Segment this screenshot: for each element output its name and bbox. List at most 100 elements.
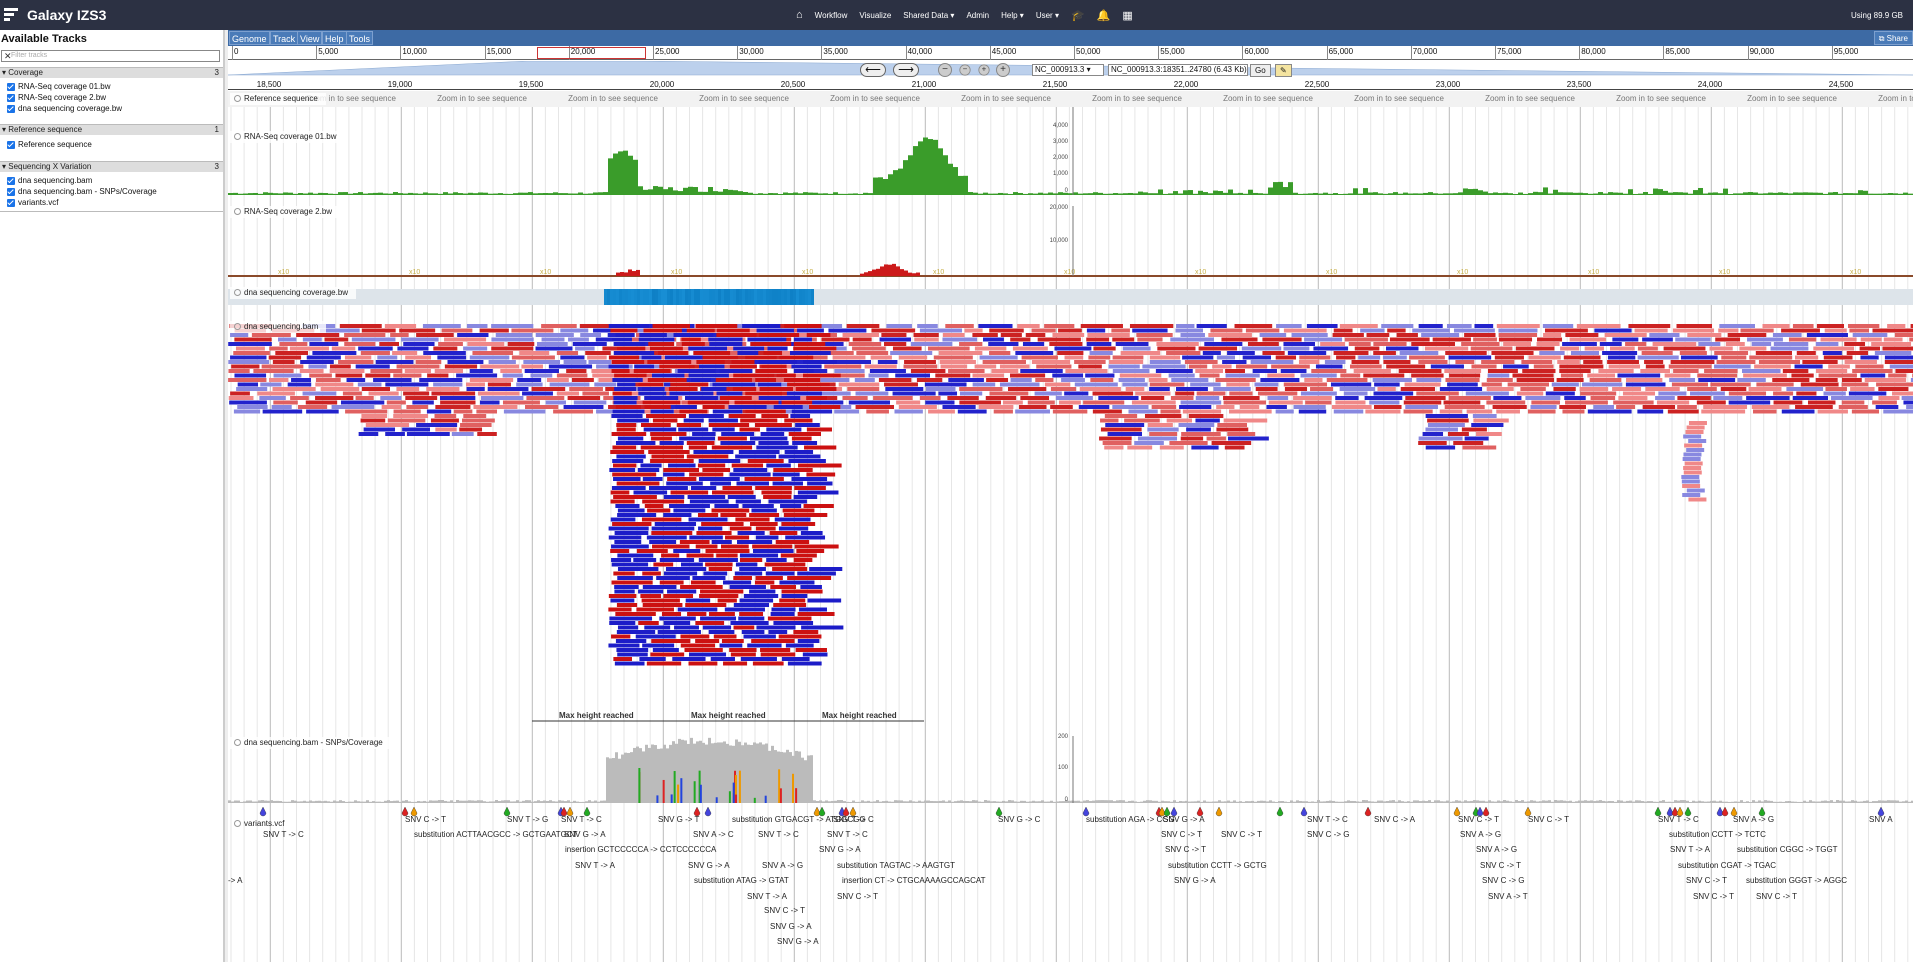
checkbox-icon[interactable] bbox=[7, 83, 15, 91]
nav-user[interactable]: User ▾ bbox=[1035, 10, 1059, 20]
variant-label[interactable]: SNV T -> A bbox=[575, 861, 615, 870]
graduation-cap-icon[interactable]: 🎓 bbox=[1070, 9, 1085, 22]
variant-label[interactable]: SNV C -> T bbox=[1221, 830, 1262, 839]
panel-splitter[interactable] bbox=[224, 30, 228, 962]
variant-label[interactable]: SNV G -> T bbox=[658, 815, 700, 824]
category-reference[interactable]: ▾ Reference sequence 1 bbox=[0, 124, 223, 135]
variant-label[interactable]: SNV T -> C bbox=[833, 815, 874, 824]
menu-view[interactable]: View bbox=[297, 31, 323, 45]
menu-help[interactable]: Help bbox=[322, 31, 347, 45]
variant-label[interactable]: SNV G -> A bbox=[1174, 876, 1216, 885]
variant-label[interactable]: SNV G -> A bbox=[564, 830, 606, 839]
variant-label[interactable]: -> A bbox=[228, 876, 243, 885]
variant-label[interactable]: substitution CGAT -> TGAC bbox=[1678, 861, 1777, 870]
nav-visualize[interactable]: Visualize bbox=[859, 10, 892, 20]
track-label-bam[interactable]: dna sequencing.bam bbox=[230, 321, 327, 333]
reference-select[interactable]: NC_000913.3 ▾ bbox=[1032, 64, 1104, 76]
checkbox-icon[interactable] bbox=[7, 188, 15, 196]
position-ruler[interactable]: 18,500 19,000 19,500 20,000 20,500 21,000 21,5… bbox=[228, 80, 1913, 90]
variant-label[interactable]: SNV A -> G bbox=[1460, 830, 1502, 839]
checkbox-icon[interactable] bbox=[7, 141, 15, 149]
track-label-rnaseq1[interactable]: RNA-Seq coverage 01.bw bbox=[230, 131, 345, 143]
variant-label[interactable]: SNV A -> G bbox=[1476, 845, 1518, 854]
track-filter-input[interactable]: ✕ Filter tracks bbox=[1, 50, 220, 62]
variant-label[interactable]: SNV A -> T bbox=[1488, 892, 1528, 901]
track-item-bam[interactable]: dna sequencing.bam bbox=[7, 176, 92, 186]
zoom-in-big-icon[interactable]: + bbox=[996, 63, 1010, 77]
track-item-rnaseq1[interactable]: RNA-Seq coverage 01.bw bbox=[7, 82, 111, 92]
clear-filter-icon[interactable]: ✕ bbox=[4, 51, 12, 61]
variant-label[interactable]: SNV G -> A bbox=[777, 937, 819, 946]
variant-label[interactable]: SNV T -> C bbox=[1307, 815, 1348, 824]
variant-label[interactable]: SNV C -> A bbox=[1374, 815, 1416, 824]
nav-workflow[interactable]: Workflow bbox=[814, 10, 848, 20]
variant-label[interactable]: substitution CCTT -> GCTG bbox=[1168, 861, 1267, 870]
track-item-snpcov[interactable]: dna sequencing.bam - SNPs/Coverage bbox=[7, 187, 157, 197]
variant-label[interactable]: SNV T -> C bbox=[263, 830, 304, 839]
variant-label[interactable]: SNV T -> A bbox=[1670, 845, 1710, 854]
highlight-icon[interactable]: ✎ bbox=[1275, 64, 1292, 77]
variant-label[interactable]: SNV A -> G bbox=[1733, 815, 1775, 824]
variant-label[interactable]: SNV A -> G bbox=[762, 861, 804, 870]
variant-label[interactable]: SNV C -> T bbox=[405, 815, 446, 824]
overview-scale[interactable]: 0 5,000 10,000 15,000 20,000 25,000 30,000 35,0… bbox=[228, 46, 1913, 60]
variant-label[interactable]: SNV T -> G bbox=[507, 815, 549, 824]
variant-label[interactable]: SNV C -> T bbox=[1686, 876, 1727, 885]
quota-usage[interactable]: Using 89.9 GB bbox=[1850, 11, 1903, 20]
variant-label[interactable]: substitution GGGT -> AGGC bbox=[1746, 876, 1847, 885]
category-sequencing[interactable]: ▾ Sequencing X Variation 3 bbox=[0, 161, 223, 172]
location-input[interactable]: NC_000913.3:18351..24780 (6.43 Kb) bbox=[1108, 64, 1248, 76]
variant-label[interactable]: SNV C -> T bbox=[764, 906, 805, 915]
variant-label[interactable]: insertion CT -> CTGCAAAAGCCAGCAT bbox=[842, 876, 986, 885]
overview-selection[interactable] bbox=[537, 47, 646, 59]
variant-label[interactable]: SNV T -> C bbox=[561, 815, 602, 824]
zoom-out-big-icon[interactable]: − bbox=[938, 63, 952, 77]
variant-label[interactable]: SNV C -> T bbox=[837, 892, 878, 901]
tracks-container[interactable]: x10x10x10x10x10x10x10x10x10x10x10x10x10x… bbox=[228, 91, 1913, 962]
variant-label[interactable]: SNV C -> G bbox=[1307, 830, 1350, 839]
variant-label[interactable]: SNV G -> A bbox=[819, 845, 861, 854]
menu-genome[interactable]: Genome bbox=[229, 31, 270, 45]
menu-tools[interactable]: Tools bbox=[346, 31, 374, 45]
variant-label[interactable]: SNV C -> T bbox=[1161, 830, 1202, 839]
track-label-reference[interactable]: Reference sequence bbox=[230, 93, 326, 105]
variant-label[interactable]: SNV C -> T bbox=[1528, 815, 1569, 824]
variant-label[interactable]: SNV G -> A bbox=[770, 922, 812, 931]
checkbox-icon[interactable] bbox=[7, 199, 15, 207]
share-button[interactable]: ⧉ Share bbox=[1873, 31, 1913, 45]
variant-label[interactable]: substitution CCTT -> TCTC bbox=[1669, 830, 1766, 839]
checkbox-icon[interactable] bbox=[7, 94, 15, 102]
pan-left-button[interactable]: ⟵ bbox=[860, 63, 886, 77]
variant-label[interactable]: substitution TAGTAC -> AAGTGT bbox=[837, 861, 956, 870]
track-label-rnaseq2[interactable]: RNA-Seq coverage 2.bw bbox=[230, 206, 341, 218]
variant-label[interactable]: SNV G -> A bbox=[1163, 815, 1205, 824]
variant-label[interactable]: substitution ACTTAACGCC -> GCTGAATGCT bbox=[414, 830, 578, 839]
track-item-dnacov[interactable]: dna sequencing coverage.bw bbox=[7, 104, 122, 114]
variant-label[interactable]: SNV C -> T bbox=[1756, 892, 1797, 901]
home-icon[interactable]: ⌂ bbox=[796, 9, 803, 21]
nav-admin[interactable]: Admin bbox=[966, 10, 990, 20]
variant-label[interactable]: SNV T -> A bbox=[747, 892, 787, 901]
variant-label[interactable]: SNV C -> T bbox=[1165, 845, 1206, 854]
bell-icon[interactable]: 🔔 bbox=[1096, 9, 1111, 22]
variant-label[interactable]: insertion GCTCCCCCA -> CCTCCCCCCA bbox=[565, 845, 717, 854]
variant-label[interactable]: SNV A -> C bbox=[693, 830, 734, 839]
variant-label[interactable]: SNV C -> T bbox=[1458, 815, 1499, 824]
zoom-in-icon[interactable]: + bbox=[978, 64, 990, 76]
checkbox-icon[interactable] bbox=[7, 105, 15, 113]
grid-apps-icon[interactable]: ▦ bbox=[1122, 9, 1133, 22]
track-label-snpcov[interactable]: dna sequencing.bam - SNPs/Coverage bbox=[230, 737, 391, 749]
variant-label[interactable]: SNV C -> G bbox=[1482, 876, 1525, 885]
variant-label[interactable]: SNV A bbox=[1869, 815, 1893, 824]
variant-label[interactable]: substitution AGA -> CGG bbox=[1086, 815, 1175, 824]
nav-shared-data[interactable]: Shared Data ▾ bbox=[903, 10, 955, 20]
variant-label[interactable]: SNV T -> C bbox=[827, 830, 868, 839]
zoom-out-icon[interactable]: − bbox=[959, 64, 971, 76]
pan-right-button[interactable]: ⟶ bbox=[893, 63, 919, 77]
nav-help[interactable]: Help ▾ bbox=[1001, 10, 1024, 20]
variant-label[interactable]: substitution ATAG -> GTAT bbox=[694, 876, 789, 885]
track-label-vcf[interactable]: variants.vcf bbox=[230, 818, 292, 830]
variant-label[interactable]: SNV G -> A bbox=[688, 861, 730, 870]
brand-title[interactable]: Galaxy IZS3 bbox=[27, 7, 107, 23]
variant-label[interactable]: SNV T -> C bbox=[758, 830, 799, 839]
